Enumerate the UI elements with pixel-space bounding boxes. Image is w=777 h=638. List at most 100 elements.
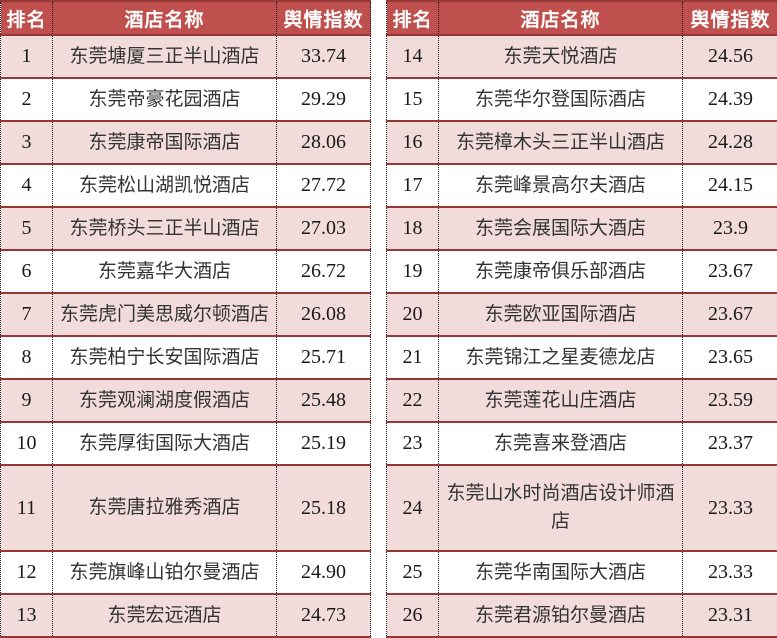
sentiment-index-cell: 23.59 [682,379,777,422]
table-row: 11 东莞唐拉雅秀酒店 25.18 [0,465,371,551]
hotel-name-cell: 东莞桥头三正半山酒店 [52,207,277,250]
table-header: 排名 酒店名称 舆情指数 [0,1,371,35]
sentiment-index-cell: 24.28 [682,121,777,164]
rank-cell: 18 [386,207,439,250]
sentiment-index-cell: 25.71 [276,336,371,379]
rank-cell: 17 [386,164,439,207]
header-rank: 排名 [386,1,439,35]
rank-cell: 10 [0,422,53,465]
sentiment-index-cell: 27.03 [276,207,371,250]
table-row: 10 东莞厚街国际大酒店 25.19 [0,422,371,465]
table-row: 8 东莞柏宁长安国际酒店 25.71 [0,336,371,379]
ranking-table-right: 排名 酒店名称 舆情指数 14 东莞天悦酒店 24.56 15 东莞华尔登国际酒店 24.… [386,0,777,638]
rank-cell: 16 [386,121,439,164]
table-row: 12 东莞旗峰山铂尔曼酒店 24.90 [0,551,371,594]
table-row: 7 东莞虎门美思威尔顿酒店 26.08 [0,293,371,336]
sentiment-index-cell: 26.72 [276,250,371,293]
sentiment-index-cell: 33.74 [276,35,371,78]
rank-cell: 2 [0,78,53,121]
rank-cell: 24 [386,465,439,551]
table-row: 16 东莞樟木头三正半山酒店 24.28 [386,121,777,164]
hotel-name-cell: 东莞嘉华大酒店 [52,250,277,293]
table-row: 19 东莞康帝俱乐部酒店 23.67 [386,250,777,293]
sentiment-index-cell: 23.33 [682,465,777,551]
hotel-name-cell: 东莞喜来登酒店 [438,422,683,465]
rank-cell: 11 [0,465,53,551]
sentiment-index-cell: 24.39 [682,78,777,121]
sentiment-index-cell: 23.9 [682,207,777,250]
header-row: 排名 酒店名称 舆情指数 [0,1,371,35]
hotel-name-cell: 东莞樟木头三正半山酒店 [438,121,683,164]
table-row: 22 东莞莲花山庄酒店 23.59 [386,379,777,422]
table-row: 2 东莞帝豪花园酒店 29.29 [0,78,371,121]
rank-cell: 25 [386,551,439,594]
hotel-name-cell: 东莞柏宁长安国际酒店 [52,336,277,379]
hotel-name-cell: 东莞华尔登国际酒店 [438,78,683,121]
hotel-name-cell: 东莞会展国际大酒店 [438,207,683,250]
table-row: 23 东莞喜来登酒店 23.37 [386,422,777,465]
table-row: 26 东莞君源铂尔曼酒店 23.31 [386,594,777,637]
hotel-name-cell: 东莞欧亚国际酒店 [438,293,683,336]
hotel-name-cell: 东莞虎门美思威尔顿酒店 [52,293,277,336]
sentiment-index-cell: 25.18 [276,465,371,551]
rank-cell: 13 [0,594,53,637]
table-body: 14 东莞天悦酒店 24.56 15 东莞华尔登国际酒店 24.39 16 东莞樟木头三正半山… [386,35,777,637]
rank-cell: 1 [0,35,53,78]
rank-cell: 15 [386,78,439,121]
header-rank: 排名 [0,1,53,35]
sentiment-index-cell: 24.90 [276,551,371,594]
sentiment-index-cell: 23.67 [682,250,777,293]
hotel-name-cell: 东莞厚街国际大酒店 [52,422,277,465]
table-body: 1 东莞塘厦三正半山酒店 33.74 2 东莞帝豪花园酒店 29.29 3 东莞康帝国际酒店 2… [0,35,371,637]
hotel-name-cell: 东莞康帝国际酒店 [52,121,277,164]
hotel-name-cell: 东莞观澜湖度假酒店 [52,379,277,422]
table-row: 5 东莞桥头三正半山酒店 27.03 [0,207,371,250]
table-row: 14 东莞天悦酒店 24.56 [386,35,777,78]
sentiment-index-cell: 23.65 [682,336,777,379]
table-row: 1 东莞塘厦三正半山酒店 33.74 [0,35,371,78]
header-hotel-name: 酒店名称 [52,1,277,35]
sentiment-index-cell: 29.29 [276,78,371,121]
table-row: 18 东莞会展国际大酒店 23.9 [386,207,777,250]
hotel-name-cell: 东莞塘厦三正半山酒店 [52,35,277,78]
hotel-name-cell: 东莞松山湖凯悦酒店 [52,164,277,207]
hotel-name-cell: 东莞山水时尚酒店设计师酒店 [438,465,683,551]
sentiment-index-cell: 28.06 [276,121,371,164]
hotel-name-cell: 东莞宏远酒店 [52,594,277,637]
hotel-name-cell: 东莞华南国际大酒店 [438,551,683,594]
rank-cell: 22 [386,379,439,422]
sentiment-index-cell: 27.72 [276,164,371,207]
table-row: 6 东莞嘉华大酒店 26.72 [0,250,371,293]
hotel-name-cell: 东莞旗峰山铂尔曼酒店 [52,551,277,594]
table-row: 15 东莞华尔登国际酒店 24.39 [386,78,777,121]
table-row: 21 东莞锦江之星麦德龙店 23.65 [386,336,777,379]
rank-cell: 20 [386,293,439,336]
header-row: 排名 酒店名称 舆情指数 [386,1,777,35]
rank-cell: 23 [386,422,439,465]
sentiment-index-cell: 23.37 [682,422,777,465]
hotel-name-cell: 东莞莲花山庄酒店 [438,379,683,422]
hotel-name-cell: 东莞唐拉雅秀酒店 [52,465,277,551]
sentiment-index-cell: 25.48 [276,379,371,422]
ranking-table-left: 排名 酒店名称 舆情指数 1 东莞塘厦三正半山酒店 33.74 2 东莞帝豪花园酒店 29… [0,0,371,638]
sentiment-index-cell: 24.73 [276,594,371,637]
header-sentiment-index: 舆情指数 [276,1,371,35]
hotel-name-cell: 东莞君源铂尔曼酒店 [438,594,683,637]
header-sentiment-index: 舆情指数 [682,1,777,35]
table-row: 17 东莞峰景高尔夫酒店 24.15 [386,164,777,207]
table-row: 13 东莞宏远酒店 24.73 [0,594,371,637]
sentiment-index-cell: 24.15 [682,164,777,207]
table-row: 20 东莞欧亚国际酒店 23.67 [386,293,777,336]
rank-cell: 3 [0,121,53,164]
table-header: 排名 酒店名称 舆情指数 [386,1,777,35]
table-row: 3 东莞康帝国际酒店 28.06 [0,121,371,164]
table-row: 9 东莞观澜湖度假酒店 25.48 [0,379,371,422]
rank-cell: 19 [386,250,439,293]
sentiment-index-cell: 23.33 [682,551,777,594]
rank-cell: 8 [0,336,53,379]
rank-cell: 26 [386,594,439,637]
rank-cell: 14 [386,35,439,78]
hotel-name-cell: 东莞天悦酒店 [438,35,683,78]
rank-cell: 9 [0,379,53,422]
